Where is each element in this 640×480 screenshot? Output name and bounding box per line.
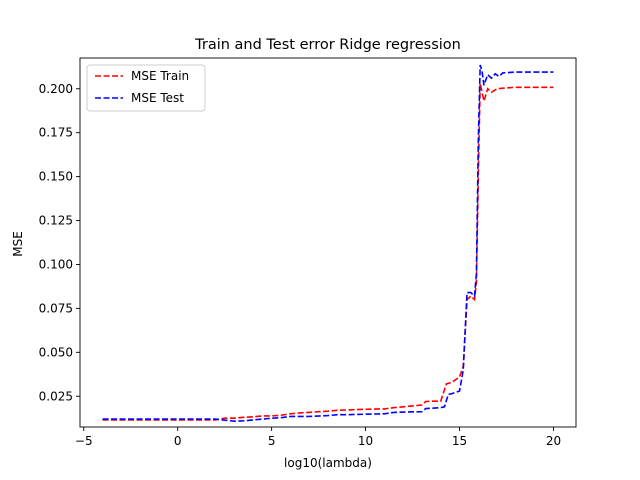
legend-label-test: MSE Test	[131, 91, 184, 105]
x-axis-label: log10(lambda)	[284, 456, 372, 470]
legend: MSE Train MSE Test	[86, 64, 206, 112]
y-axis-label: MSE	[11, 231, 25, 257]
x-tick-label: 10	[358, 434, 373, 448]
axes-frame	[79, 57, 577, 428]
x-tick-label: −5	[75, 434, 93, 448]
y-tick-label: 0.200	[39, 82, 73, 96]
y-tick-label: 0.050	[39, 345, 73, 359]
axes-layer: −5 0 5 10 15 20 0.025 0.050 0.075 0.100 0.125 0.150…	[39, 57, 577, 448]
x-tick-label: 20	[546, 434, 561, 448]
x-tick-label: 0	[174, 434, 182, 448]
x-tick-label: 15	[452, 434, 467, 448]
series-line-test	[102, 64, 554, 423]
series-layer	[102, 64, 554, 423]
y-tick-label: 0.150	[39, 170, 73, 184]
y-tick-label: 0.075	[39, 301, 73, 315]
series-line-train	[102, 83, 554, 421]
y-tick-label: 0.175	[39, 126, 73, 140]
y-tick-label: 0.100	[39, 257, 73, 271]
x-tick-label: 5	[268, 434, 276, 448]
y-tick-label: 0.125	[39, 214, 73, 228]
chart-title: Train and Test error Ridge regression	[194, 37, 461, 53]
y-tick-label: 0.025	[39, 389, 73, 403]
legend-label-train: MSE Train	[131, 69, 189, 83]
